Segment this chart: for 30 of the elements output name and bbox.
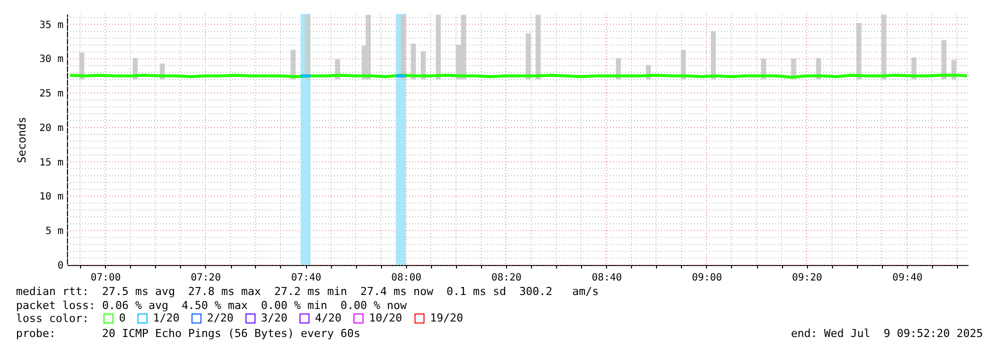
y-tick-label: 20 m	[39, 122, 64, 134]
y-tick-label: 10 m	[39, 192, 64, 203]
y-axis-title: Seconds	[15, 116, 28, 164]
y-tick-label: 25 m	[39, 88, 64, 100]
legend-label: 2/20	[207, 312, 234, 324]
y-tick-label: 30 m	[39, 54, 64, 66]
legend-label: 1/20	[153, 312, 180, 324]
x-tick-label: 08:20	[491, 272, 522, 284]
x-tick-label: 07:00	[90, 272, 121, 284]
text: median rtt: 27.5 ms avg 27.8 ms max 27.2 ms min 27.4 ms now 0.1 ms sd 300.2 am/s	[16, 285, 599, 299]
y-tick-label: 15 m	[39, 157, 64, 168]
y-tick-label: 5 m	[45, 226, 64, 238]
x-tick-label: 08:40	[592, 272, 622, 284]
x-tick-label: 08:00	[391, 272, 422, 284]
legend-label: 0	[119, 312, 126, 324]
x-tick-label: 09:40	[892, 272, 923, 284]
x-tick-label: 09:00	[692, 272, 722, 284]
text: end: Wed Jul 9 09:52:20 2025	[790, 327, 983, 341]
legend-label: 19/20	[430, 312, 464, 324]
x-tick-label: 09:20	[792, 272, 822, 284]
legend-label: 4/20	[315, 312, 342, 324]
y-tick-label: 0	[57, 260, 64, 272]
x-tick-label: 07:20	[190, 272, 221, 284]
legend-title: loss color:	[16, 312, 89, 325]
legend-label: 3/20	[261, 312, 288, 324]
text: probe: 20 ICMP Echo Pings (56 Bytes) every 60s	[16, 327, 360, 341]
text: packet loss: 0.06 % avg 4.50 % max 0.00 % min 0.00 % now	[16, 299, 407, 313]
y-tick-label: 35 m	[39, 20, 64, 31]
legend-label: 10/20	[369, 312, 402, 324]
x-tick-label: 07:40	[291, 272, 322, 284]
